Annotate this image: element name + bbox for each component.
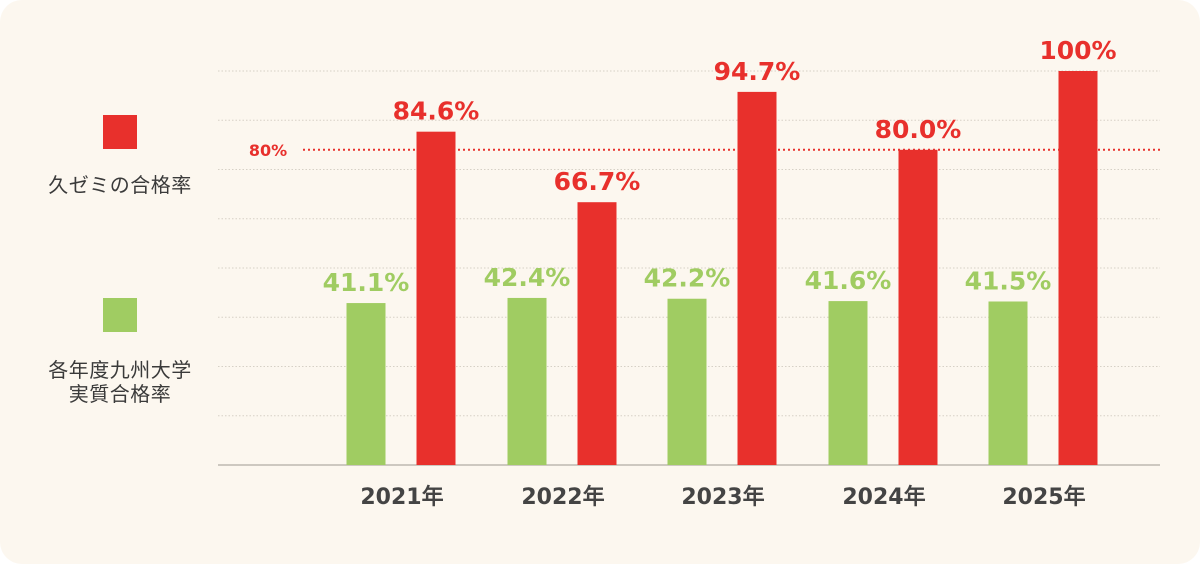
- bar-univ-5: [988, 301, 1028, 465]
- data-label-univ-1: 41.1%: [323, 268, 410, 297]
- legend-item-kyushu-univ: 各年度九州大学 実質合格率: [0, 298, 240, 418]
- bar-kyuzemi-1: [416, 131, 456, 465]
- data-label-kyuzemi-1: 84.6%: [393, 97, 480, 126]
- data-label-kyuzemi-2: 66.7%: [554, 167, 641, 196]
- legend-label-kyuzemi: 久ゼミの合格率: [48, 173, 192, 197]
- bar-kyuzemi-2: [577, 202, 617, 465]
- bar-kyuzemi-3: [737, 91, 777, 466]
- data-label-kyuzemi-3: 94.7%: [714, 57, 801, 86]
- bar-univ-4: [828, 301, 868, 465]
- legend-swatch-red: [103, 115, 137, 149]
- bar-univ-1: [346, 303, 386, 465]
- legend-item-kyuzemi: 久ゼミの合格率: [0, 115, 240, 205]
- reference-line-label: 80%: [249, 141, 287, 160]
- data-label-univ-2: 42.4%: [484, 263, 571, 292]
- legend-label-kyushu-univ: 各年度九州大学 実質合格率: [48, 358, 192, 406]
- data-label-univ-3: 42.2%: [644, 264, 731, 293]
- legend-swatch-green: [103, 298, 137, 332]
- x-tick-label: 2023年: [681, 484, 764, 510]
- x-tick-label: 2021年: [360, 484, 443, 510]
- x-tick-label: 2024年: [842, 484, 925, 510]
- data-label-univ-4: 41.6%: [805, 266, 892, 295]
- x-tick-label: 2025年: [1002, 484, 1085, 510]
- bar-kyuzemi-5: [1058, 71, 1098, 465]
- data-label-kyuzemi-4: 80.0%: [875, 115, 962, 144]
- bar-kyuzemi-4: [898, 149, 938, 466]
- x-tick-label: 2022年: [521, 484, 604, 510]
- data-label-kyuzemi-5: 100%: [1039, 36, 1116, 65]
- bar-univ-2: [507, 297, 547, 465]
- bar-univ-3: [667, 298, 707, 465]
- data-label-univ-5: 41.5%: [965, 266, 1052, 295]
